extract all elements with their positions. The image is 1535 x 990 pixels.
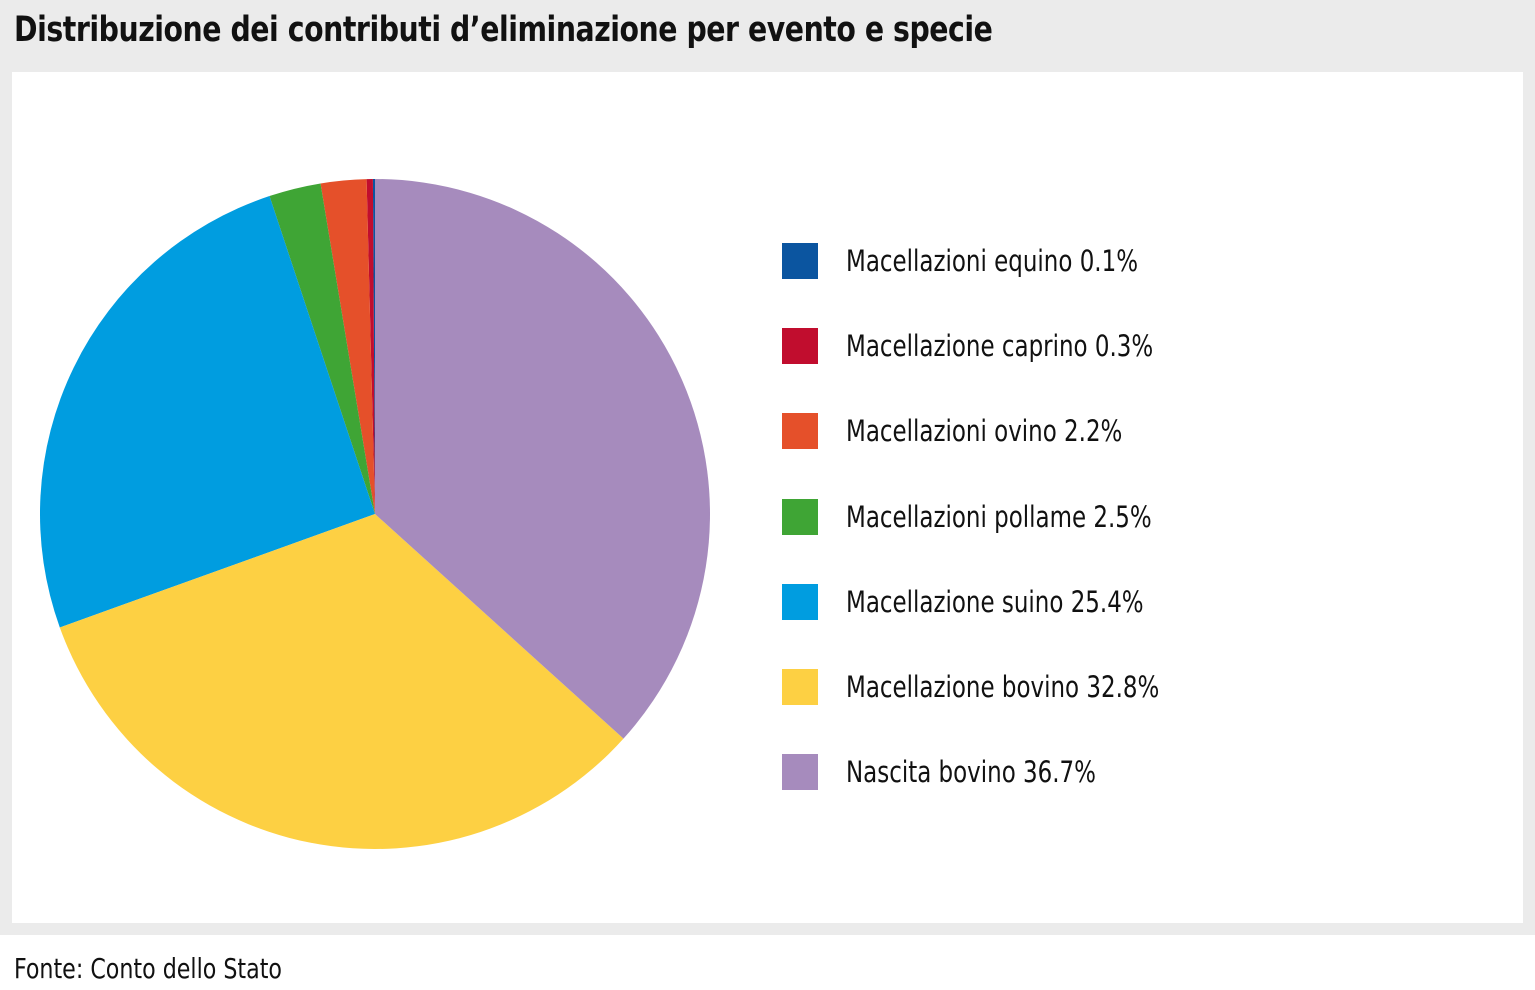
pie-slice-macellazioni-equino [372,179,375,514]
legend-swatch [782,499,818,535]
legend-label: Macellazioni equino 0.1% [846,244,1139,278]
pie-slice-macellazioni-pollame [269,183,375,514]
legend-swatch [782,328,818,364]
legend-swatch [782,584,818,620]
legend-label: Macellazione suino 25.4% [846,585,1144,619]
chart-panel: Macellazioni equino 0.1% Macellazione cap… [12,72,1523,923]
legend-swatch [782,243,818,279]
pie-slice-macellazione-caprino [366,179,375,514]
pie-chart [39,179,710,850]
legend-swatch [782,754,818,790]
legend-swatch [782,413,818,449]
pie-slice-nascita-bovino [375,179,710,739]
legend-label: Macellazione caprino 0.3% [846,329,1154,363]
legend-label: Macellazione bovino 32.8% [846,670,1160,704]
legend-label: Macellazioni ovino 2.2% [846,414,1123,448]
legend-label: Macellazioni pollame 2.5% [846,500,1152,534]
pie-slice-macellazione-suino [39,196,376,628]
pie-slice-macellazioni-ovino [320,179,375,515]
legend-swatch [782,669,818,705]
pie-slice-macellazione-bovino [59,514,624,850]
legend-label: Nascita bovino 36.7% [846,755,1096,789]
chart-title: Distribuzione dei contributi d’eliminazi… [14,10,993,50]
source-note: Fonte: Conto dello Stato [14,952,282,985]
